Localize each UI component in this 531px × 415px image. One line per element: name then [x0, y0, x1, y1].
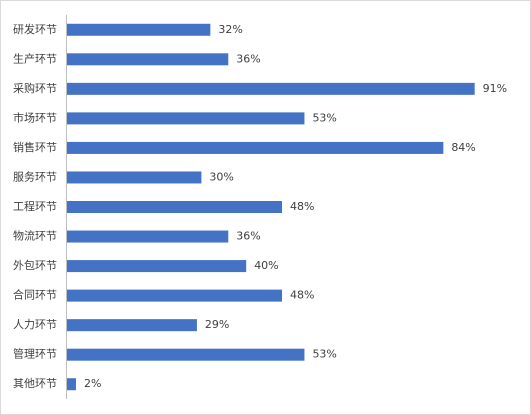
data-label: 36% [236, 52, 260, 65]
bar [67, 112, 305, 125]
category-label: 生产环节 [13, 51, 57, 65]
bar [67, 53, 229, 66]
data-label: 30% [209, 170, 233, 183]
data-label: 40% [254, 259, 278, 272]
bar [67, 260, 247, 273]
data-label: 2% [84, 377, 101, 390]
data-label: 29% [205, 318, 229, 331]
data-label: 91% [483, 82, 507, 95]
category-label: 采购环节 [13, 81, 57, 95]
category-label: 物流环节 [13, 229, 57, 243]
category-label: 服务环节 [13, 170, 57, 183]
bar [67, 378, 76, 391]
bar [67, 171, 202, 184]
category-label: 合同环节 [13, 288, 57, 302]
bar [67, 289, 283, 302]
bar [67, 201, 283, 213]
bar [67, 23, 211, 36]
bar [67, 141, 444, 154]
data-label: 48% [290, 289, 314, 302]
category-label: 外包环节 [13, 259, 57, 272]
data-label: 53% [312, 348, 336, 361]
data-label: 48% [290, 200, 314, 213]
bar [67, 348, 305, 361]
bar [67, 230, 229, 243]
category-label: 研发环节 [13, 22, 57, 36]
category-label: 人力环节 [13, 318, 57, 331]
data-label: 84% [451, 141, 475, 154]
bar [67, 319, 197, 332]
data-label: 53% [312, 111, 336, 124]
bar [67, 82, 475, 95]
data-label: 32% [218, 23, 242, 36]
data-label: 36% [236, 230, 260, 243]
category-label: 工程环节 [13, 200, 57, 213]
category-label: 销售环节 [13, 140, 57, 154]
category-label: 其他环节 [13, 377, 57, 390]
category-label: 市场环节 [13, 110, 57, 124]
category-label: 管理环节 [13, 347, 57, 361]
